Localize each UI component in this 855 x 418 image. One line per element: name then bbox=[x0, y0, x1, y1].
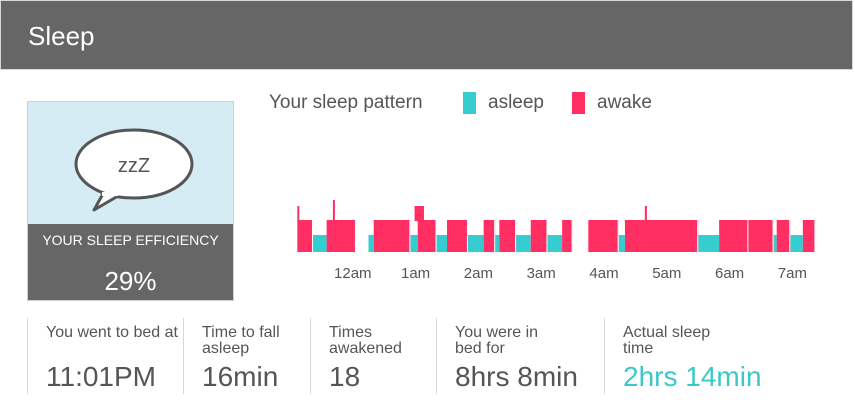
asleep-segment bbox=[790, 235, 803, 252]
segment-divider bbox=[571, 220, 573, 252]
stat-label: Times awakened bbox=[329, 324, 402, 357]
awake-spike bbox=[332, 200, 335, 221]
legend-label-awake: awake bbox=[597, 92, 652, 113]
x-tick-label: 7am bbox=[778, 265, 807, 282]
sleep-efficiency-card: zzZ YOUR SLEEP EFFICIENCY 29% bbox=[27, 101, 234, 301]
segment-divider bbox=[814, 220, 815, 252]
x-tick-label: 2am bbox=[464, 265, 493, 282]
page-title: Sleep bbox=[28, 21, 95, 51]
x-tick-label: 6am bbox=[715, 265, 744, 282]
stat-bed-time: You went to bed at 11:01PM bbox=[27, 318, 183, 394]
speech-bubble-icon: zzZ bbox=[74, 128, 194, 212]
asleep-segment bbox=[773, 235, 777, 252]
segment-divider bbox=[789, 220, 791, 252]
stat-actual-sleep-time: Actual sleep time 2hrs 14min bbox=[604, 318, 805, 394]
efficiency-label: YOUR SLEEP EFFICIENCY bbox=[42, 232, 219, 248]
awake-segment bbox=[417, 220, 437, 252]
segment-divider bbox=[354, 220, 356, 252]
stat-time-to-fall-asleep: Time to fall asleep 16min bbox=[183, 318, 310, 394]
asleep-segment bbox=[410, 235, 418, 252]
awake-segment bbox=[719, 220, 749, 252]
awake-segment bbox=[588, 220, 619, 252]
awake-segment bbox=[326, 220, 356, 252]
awake-segment bbox=[373, 220, 411, 252]
stat-label: Actual sleep time bbox=[623, 324, 711, 357]
stat-label: You went to bed at bbox=[46, 324, 178, 341]
stat-value: 18 bbox=[329, 361, 361, 392]
stat-label: You were in bed for bbox=[455, 324, 539, 357]
efficiency-illustration: zzZ bbox=[28, 102, 233, 224]
stat-value: 2hrs 14min bbox=[623, 361, 762, 392]
awake-spike bbox=[414, 206, 424, 221]
awake-spike bbox=[644, 206, 647, 221]
asleep-segment bbox=[618, 235, 625, 252]
segment-divider bbox=[515, 220, 517, 252]
segment-divider bbox=[435, 220, 437, 252]
x-tick-label: 3am bbox=[527, 265, 556, 282]
segment-divider bbox=[494, 220, 496, 252]
stat-value: 16min bbox=[202, 361, 279, 392]
x-tick-label: 1am bbox=[401, 265, 430, 282]
awake-segment bbox=[802, 220, 815, 252]
segment-divider bbox=[546, 220, 548, 252]
asleep-segment bbox=[516, 235, 531, 252]
efficiency-panel: YOUR SLEEP EFFICIENCY 29% bbox=[28, 224, 233, 300]
asleep-segment bbox=[313, 235, 327, 252]
segment-divider bbox=[697, 220, 699, 252]
stat-value: 11:01PM bbox=[46, 361, 156, 392]
awake-segment bbox=[297, 220, 314, 252]
x-tick-label: 5am bbox=[652, 265, 681, 282]
asleep-segment bbox=[547, 235, 563, 252]
awake-spike bbox=[297, 206, 300, 221]
header-bar: Sleep bbox=[0, 0, 853, 70]
stat-in-bed-for: You were in bed for 8hrs 8min bbox=[436, 318, 604, 394]
awake-segment bbox=[530, 220, 548, 252]
segment-divider bbox=[747, 220, 749, 252]
awake-segment bbox=[624, 220, 699, 252]
stat-value: 8hrs 8min bbox=[455, 361, 578, 392]
segment-divider bbox=[409, 220, 411, 252]
awake-segment bbox=[562, 220, 573, 252]
bubble-text: zzZ bbox=[118, 155, 150, 177]
asleep-segment bbox=[698, 235, 720, 252]
segment-divider bbox=[466, 220, 468, 252]
awake-segment bbox=[748, 220, 774, 252]
segment-divider bbox=[617, 220, 619, 252]
legend-swatch-awake bbox=[572, 92, 585, 114]
sleep-stats: You went to bed at 11:01PM Time to fall … bbox=[0, 318, 855, 418]
awake-segment bbox=[776, 220, 791, 252]
awake-segment bbox=[483, 220, 496, 252]
legend-swatch-asleep bbox=[463, 92, 476, 114]
stat-label: Time to fall asleep bbox=[202, 324, 280, 357]
asleep-segment bbox=[467, 235, 484, 252]
x-tick-label: 12am bbox=[334, 265, 372, 282]
segment-divider bbox=[312, 220, 314, 252]
segment-divider bbox=[772, 220, 774, 252]
stat-times-awakened: Times awakened 18 bbox=[310, 318, 436, 394]
asleep-segment bbox=[368, 235, 374, 252]
legend-label-asleep: asleep bbox=[488, 92, 544, 113]
asleep-segment bbox=[495, 235, 500, 252]
legend-title: Your sleep pattern bbox=[269, 92, 423, 113]
awake-segment bbox=[447, 220, 468, 252]
sleep-pattern-chart: 12am 1am 2am 3am 4am 5am 6am 7am bbox=[297, 200, 815, 282]
x-tick-label: 4am bbox=[589, 265, 618, 282]
efficiency-value: 29% bbox=[104, 266, 157, 296]
awake-segment bbox=[499, 220, 517, 252]
asleep-segment bbox=[436, 235, 447, 252]
